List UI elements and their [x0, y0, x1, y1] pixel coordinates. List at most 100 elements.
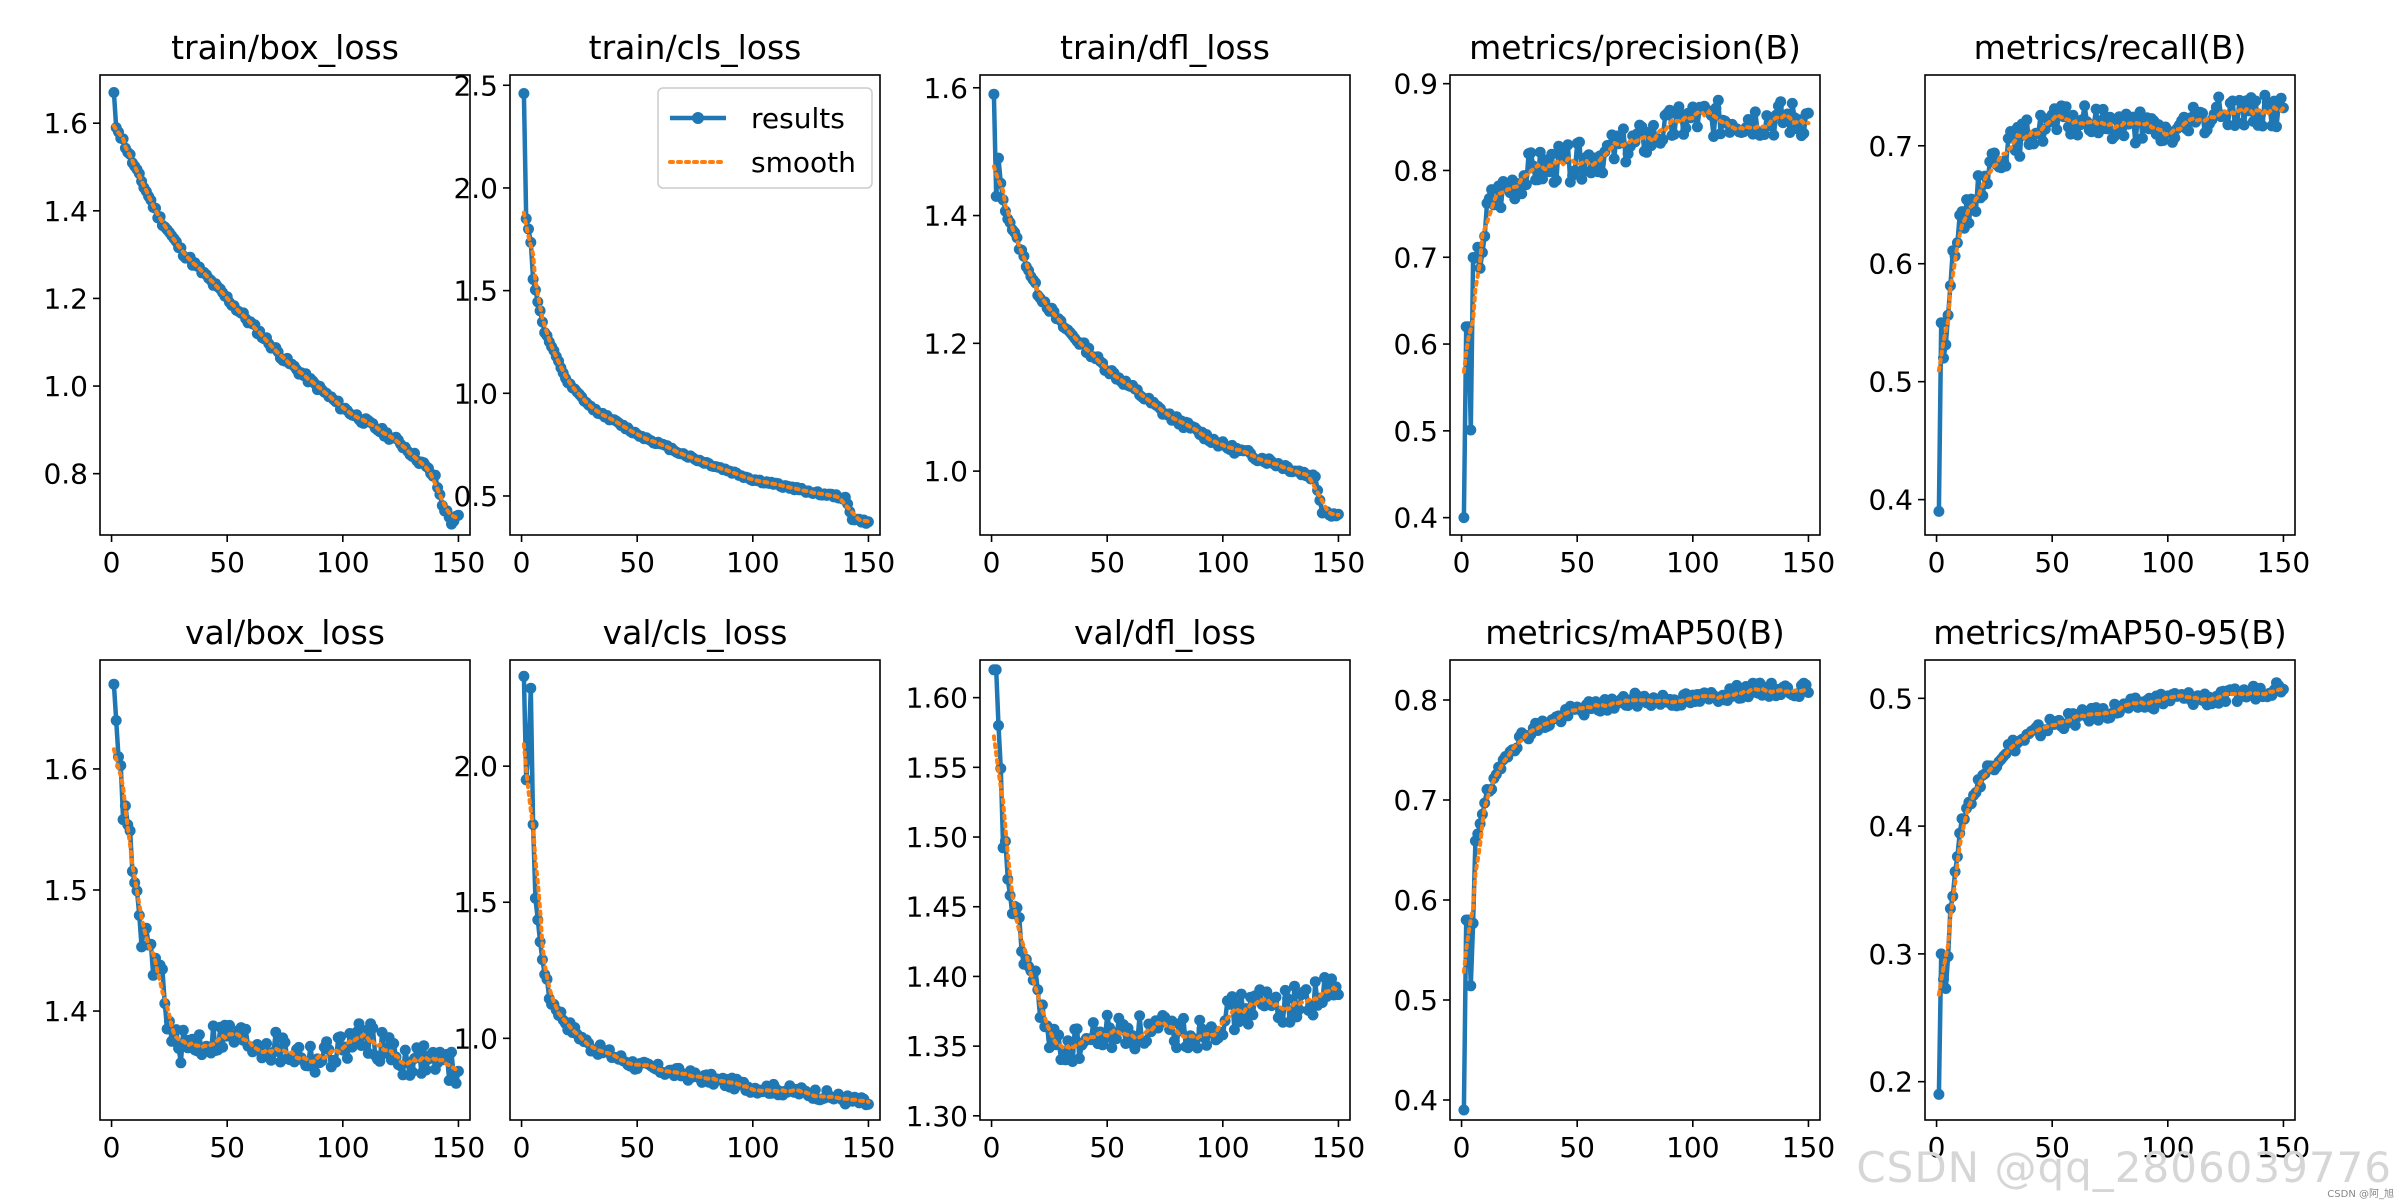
results-point: [224, 1019, 235, 1031]
y-tick-label: 0.8: [43, 458, 88, 491]
x-tick-label: 0: [103, 1131, 121, 1164]
y-tick-label: 1.4: [923, 200, 968, 233]
x-tick-label: 0: [513, 1131, 531, 1164]
results-point: [1933, 1088, 1945, 1100]
results-markers: [1458, 677, 1814, 1116]
plot-frame: [1449, 74, 1821, 536]
results-point: [1087, 1017, 1099, 1029]
legend-smooth-label: smooth: [751, 146, 856, 179]
results-point: [2021, 114, 2033, 126]
results-point: [1798, 127, 1810, 139]
results-point: [2275, 92, 2287, 104]
results-point: [147, 969, 159, 981]
y-tick-label: 2.5: [453, 69, 498, 102]
results-point: [2210, 101, 2222, 113]
results-point: [1101, 1009, 1113, 1021]
results-point: [166, 1035, 178, 1047]
y-tick-label: 1.4: [43, 995, 88, 1028]
results-point: [1217, 1029, 1229, 1041]
results-point: [1106, 1042, 1118, 1054]
y-tick-label: 1.6: [923, 72, 968, 105]
results-markers: [518, 670, 874, 1111]
results-point: [2118, 130, 2130, 142]
results-point: [279, 1036, 291, 1048]
results-point: [177, 1024, 189, 1036]
results-line: [111, 92, 460, 527]
results-point: [1465, 980, 1477, 992]
y-tick-label: 0.4: [1868, 810, 1913, 843]
results-point: [1749, 106, 1761, 118]
results-point: [2014, 150, 2026, 162]
y-tick-label: 1.40: [906, 960, 968, 993]
results-point: [2072, 129, 2084, 141]
legend-results-label: results: [751, 102, 845, 135]
results-point: [240, 1023, 252, 1035]
subplot-title: val/cls_loss: [603, 613, 788, 652]
y-tick-label: 0.9: [1393, 68, 1438, 101]
y-tick-label: 1.5: [453, 275, 498, 308]
results-point: [1562, 139, 1574, 151]
x-tick-label: 100: [726, 1131, 779, 1164]
results-point: [1537, 173, 1548, 185]
results-point: [1712, 94, 1724, 106]
results-point: [1648, 119, 1659, 131]
results-markers: [108, 678, 464, 1089]
results-point: [335, 1031, 346, 1043]
results-point: [330, 1056, 342, 1068]
smooth-line: [991, 164, 1341, 517]
results-point: [1520, 179, 1532, 191]
results-point: [1608, 153, 1620, 165]
x-tick-label: 50: [2034, 1131, 2070, 1164]
plot-frame: [509, 659, 881, 1121]
results-point: [1071, 1023, 1083, 1035]
results-point: [1786, 97, 1798, 109]
y-tick-label: 0.3: [1868, 938, 1913, 971]
results-point: [1940, 983, 1952, 994]
subplot-metrics-map50-b-: metrics/mAP50(B) 0 50 100 150 0.4 0.5 0.6 0.7 0.8: [1393, 613, 1835, 1164]
results-point: [862, 1098, 874, 1110]
results-point: [341, 1052, 353, 1064]
y-tick-label: 1.0: [453, 377, 498, 410]
results-point: [2250, 95, 2262, 107]
subplot-title: train/box_loss: [171, 28, 399, 67]
smooth-line: [521, 210, 871, 524]
results-point: [2238, 119, 2250, 131]
x-tick-label: 50: [619, 1131, 655, 1164]
results-point: [2037, 135, 2049, 147]
y-tick-label: 1.45: [906, 891, 968, 924]
x-tick-label: 50: [1559, 546, 1595, 579]
results-point: [1073, 1053, 1085, 1064]
results-point: [1309, 976, 1321, 988]
x-tick-label: 100: [316, 546, 369, 579]
results-point: [1300, 984, 1312, 996]
plot-frame: [979, 74, 1351, 536]
x-tick-label: 50: [1559, 1131, 1595, 1164]
y-tick-label: 1.55: [906, 751, 968, 784]
results-point: [1270, 991, 1282, 1003]
y-tick-label: 0.2: [1868, 1066, 1913, 1099]
results-point: [1332, 989, 1344, 1001]
y-tick-label: 0.5: [453, 480, 498, 513]
results-point: [1247, 1009, 1259, 1021]
x-tick-label: 150: [1782, 1131, 1835, 1164]
results-point: [1458, 1104, 1470, 1116]
subplot-title: metrics/mAP50-95(B): [1933, 613, 2286, 652]
results-point: [1141, 1035, 1152, 1047]
x-tick-label: 100: [2141, 546, 2194, 579]
x-tick-label: 100: [1666, 546, 1719, 579]
results-point: [2000, 160, 2012, 172]
results-point: [1935, 317, 1947, 329]
results-point: [1550, 174, 1562, 186]
y-tick-label: 0.4: [1393, 1084, 1438, 1117]
y-tick-label: 0.5: [1393, 984, 1438, 1017]
watermark-small-text: CSDN @阿_旭: [2327, 1189, 2394, 1200]
results-point: [1574, 136, 1585, 148]
results-point: [1282, 993, 1294, 1005]
results-point: [1546, 148, 1558, 160]
plot-frame: [1449, 659, 1821, 1121]
results-point: [2092, 714, 2104, 726]
results-point: [1182, 1042, 1194, 1054]
x-tick-label: 50: [1089, 1131, 1125, 1164]
x-tick-label: 150: [432, 1131, 485, 1164]
y-tick-label: 1.4: [43, 195, 88, 228]
